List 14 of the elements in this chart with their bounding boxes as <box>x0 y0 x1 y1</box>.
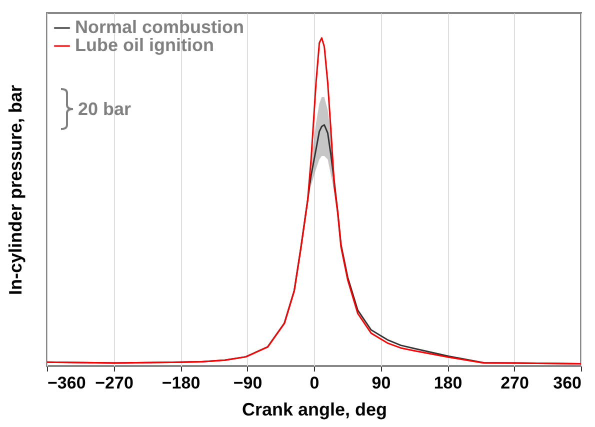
x-tick-label: −90 <box>233 374 262 392</box>
x-tick-label: 270 <box>500 374 529 392</box>
x-tick-label: 0 <box>310 374 320 392</box>
x-tick-label: 180 <box>434 374 462 392</box>
x-tick-label: −270 <box>95 374 134 392</box>
legend-label: Normal combustion <box>75 17 244 37</box>
x-tick-label: 90 <box>372 374 391 392</box>
x-tick-label: 360 <box>553 374 582 392</box>
legend-label: Lube oil ignition <box>75 35 214 55</box>
x-tick-label: −180 <box>162 374 200 392</box>
y-axis-title: In-cylinder pressure, bar <box>6 84 26 296</box>
x-tick-label: −360 <box>48 374 86 392</box>
x-axis-title: Crank angle, deg <box>242 400 388 420</box>
annotation: 20 bar <box>78 98 132 120</box>
